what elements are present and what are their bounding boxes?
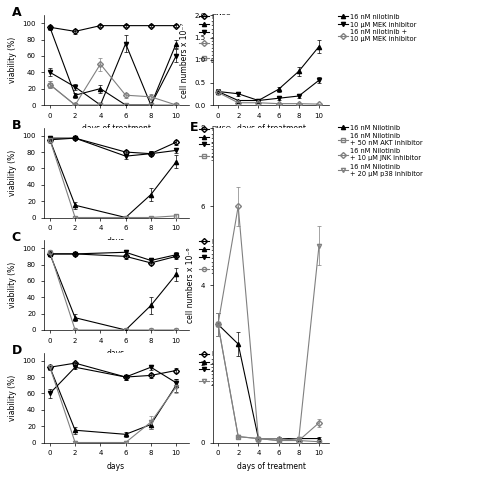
Y-axis label: viability (%): viability (%) <box>8 37 17 83</box>
X-axis label: days of treatment: days of treatment <box>237 124 305 133</box>
X-axis label: days: days <box>107 462 125 470</box>
Text: A: A <box>12 6 21 19</box>
Text: C: C <box>12 231 21 244</box>
X-axis label: days: days <box>107 349 125 358</box>
X-axis label: days of treatment: days of treatment <box>82 124 151 133</box>
Legend: 16 nM nilotinib, 10 μM MEK inhibitor, 16 nM nilotinib +
10 μM MEK inhibitor: 16 nM nilotinib, 10 μM MEK inhibitor, 16… <box>338 14 417 42</box>
Text: D: D <box>12 344 22 356</box>
X-axis label: days of treatment: days of treatment <box>237 462 305 470</box>
Text: E: E <box>190 121 198 134</box>
Y-axis label: cell numbers x 10⁻⁷: cell numbers x 10⁻⁷ <box>180 22 188 98</box>
Y-axis label: viability (%): viability (%) <box>8 150 17 196</box>
X-axis label: days: days <box>107 236 125 246</box>
Legend: 16 nM Nilotinib, 16 nM Nilotinib
+ 50 nM AKT inhibitor, 16 nM Nilotinib
+ 10 μM : 16 nM Nilotinib, 16 nM Nilotinib + 50 nM… <box>338 124 423 176</box>
Legend: DMSO, 16 nM nilotinib, 50 nM AKT inhibitor, 16 nM nilotinib +
50 nM AKT inhibito: DMSO, 16 nM nilotinib, 50 nM AKT inhibit… <box>199 126 276 162</box>
Legend: DMSO, 16 nM nilotinib, 10 μM JNK inhibitor, 16 nM nilotinib +
10 μM JNK inhibito: DMSO, 16 nM nilotinib, 10 μM JNK inhibit… <box>199 239 275 275</box>
Legend: DMSO, 16 nM nilotinib, 10 μM MEK inhibitor, 16 nM nilotinib +
10 μM MEK inhibito: DMSO, 16 nM nilotinib, 10 μM MEK inhibit… <box>199 14 291 64</box>
Y-axis label: viability (%): viability (%) <box>8 262 17 308</box>
Legend: DMSO, 16 nM nilotinib, 20 μM p38 inhibitor, 16 nM nilotinib +
20 μM p38 inhibito: DMSO, 16 nM nilotinib, 20 μM p38 inhibit… <box>199 352 276 388</box>
Y-axis label: viability (%): viability (%) <box>8 374 17 420</box>
Y-axis label: cell numbers x 10⁻⁶: cell numbers x 10⁻⁶ <box>186 247 195 323</box>
Text: B: B <box>12 118 21 132</box>
